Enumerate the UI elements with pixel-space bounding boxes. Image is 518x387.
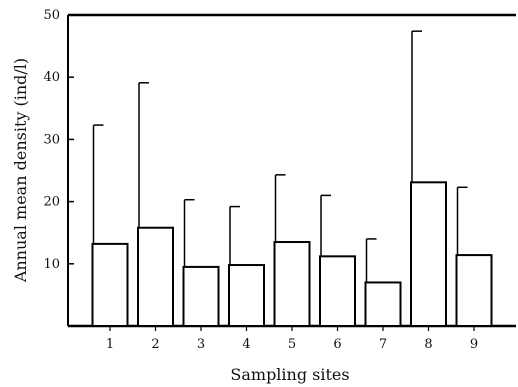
x-axis-ticks: 1 2 3 4 5 6 7 8 9 <box>106 326 478 352</box>
bar <box>319 255 356 327</box>
x-axis-label: Sampling sites <box>230 365 349 384</box>
x-tick-label: 8 <box>424 337 432 352</box>
bar <box>137 226 174 327</box>
y-tick-label: 20 <box>43 195 60 210</box>
x-tick-label: 6 <box>333 337 341 352</box>
bar <box>228 264 265 328</box>
error-bars-group <box>92 30 468 283</box>
bar <box>182 265 220 328</box>
bars-group <box>91 181 493 328</box>
y-axis-label: Annual mean density (ind/l) <box>11 58 30 283</box>
bar <box>273 241 311 327</box>
x-tick-label: 1 <box>106 337 114 352</box>
y-tick-label: 30 <box>43 132 60 147</box>
x-tick-label: 3 <box>197 337 205 352</box>
y-tick-label: 40 <box>43 70 60 85</box>
x-tick-label: 5 <box>288 337 296 352</box>
y-tick-label: 50 <box>43 8 60 23</box>
x-tick-label: 7 <box>379 337 387 352</box>
y-tick-label: 10 <box>43 257 60 272</box>
bar <box>410 181 447 327</box>
y-axis-ticks: 10 20 30 40 50 <box>43 8 74 272</box>
bar <box>364 281 402 327</box>
x-tick-label: 4 <box>242 337 250 352</box>
bar <box>455 254 493 327</box>
bar <box>91 242 129 327</box>
x-tick-label: 9 <box>470 337 478 352</box>
x-tick-label: 2 <box>151 337 159 352</box>
